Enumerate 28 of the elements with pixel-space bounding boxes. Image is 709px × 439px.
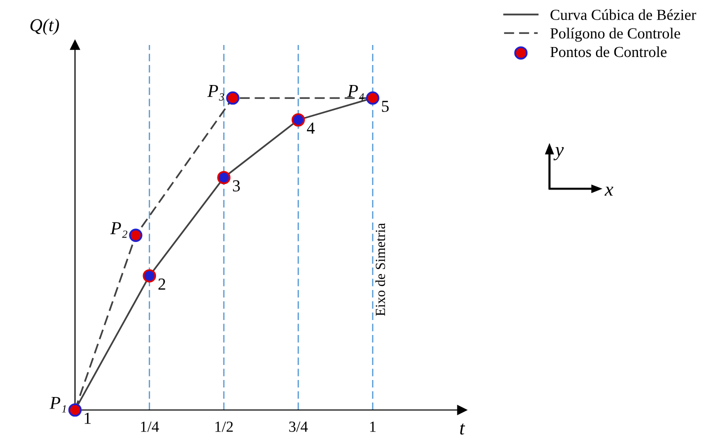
annotation: 4 (306, 122, 315, 134)
point (142, 269, 156, 282)
annotation: 3 (232, 180, 240, 192)
point (366, 91, 380, 105)
legend-label: Curva Cúbica de Bézier (550, 9, 696, 20)
y-axis-title: Q(t) (30, 18, 59, 35)
annotation: 5 (382, 100, 389, 112)
annotation: P₂ (110, 222, 128, 238)
x-axis-title: t (460, 423, 466, 435)
annotation: 1 (84, 412, 91, 424)
annotation: P₁ (50, 396, 66, 412)
point (292, 113, 305, 127)
point (129, 228, 142, 242)
annotation: P₄ (347, 84, 364, 100)
point (68, 403, 82, 417)
text: x (604, 186, 614, 196)
ref-line-label: Eixo de Simetria (375, 223, 386, 316)
x-tick-label: 1/2 (215, 422, 233, 432)
legend-label: Polígono de Controle (550, 28, 680, 42)
text: y (554, 147, 564, 160)
annotation: P₃ (207, 84, 224, 101)
annotation: 2 (158, 278, 166, 290)
x-tick-label: 1 (370, 422, 376, 432)
point (217, 170, 230, 184)
point (226, 91, 240, 105)
x-tick-label: 3/4 (289, 422, 308, 432)
legend-label: Pontos de Controle (550, 46, 667, 58)
x-tick-label: 1/4 (141, 422, 159, 432)
